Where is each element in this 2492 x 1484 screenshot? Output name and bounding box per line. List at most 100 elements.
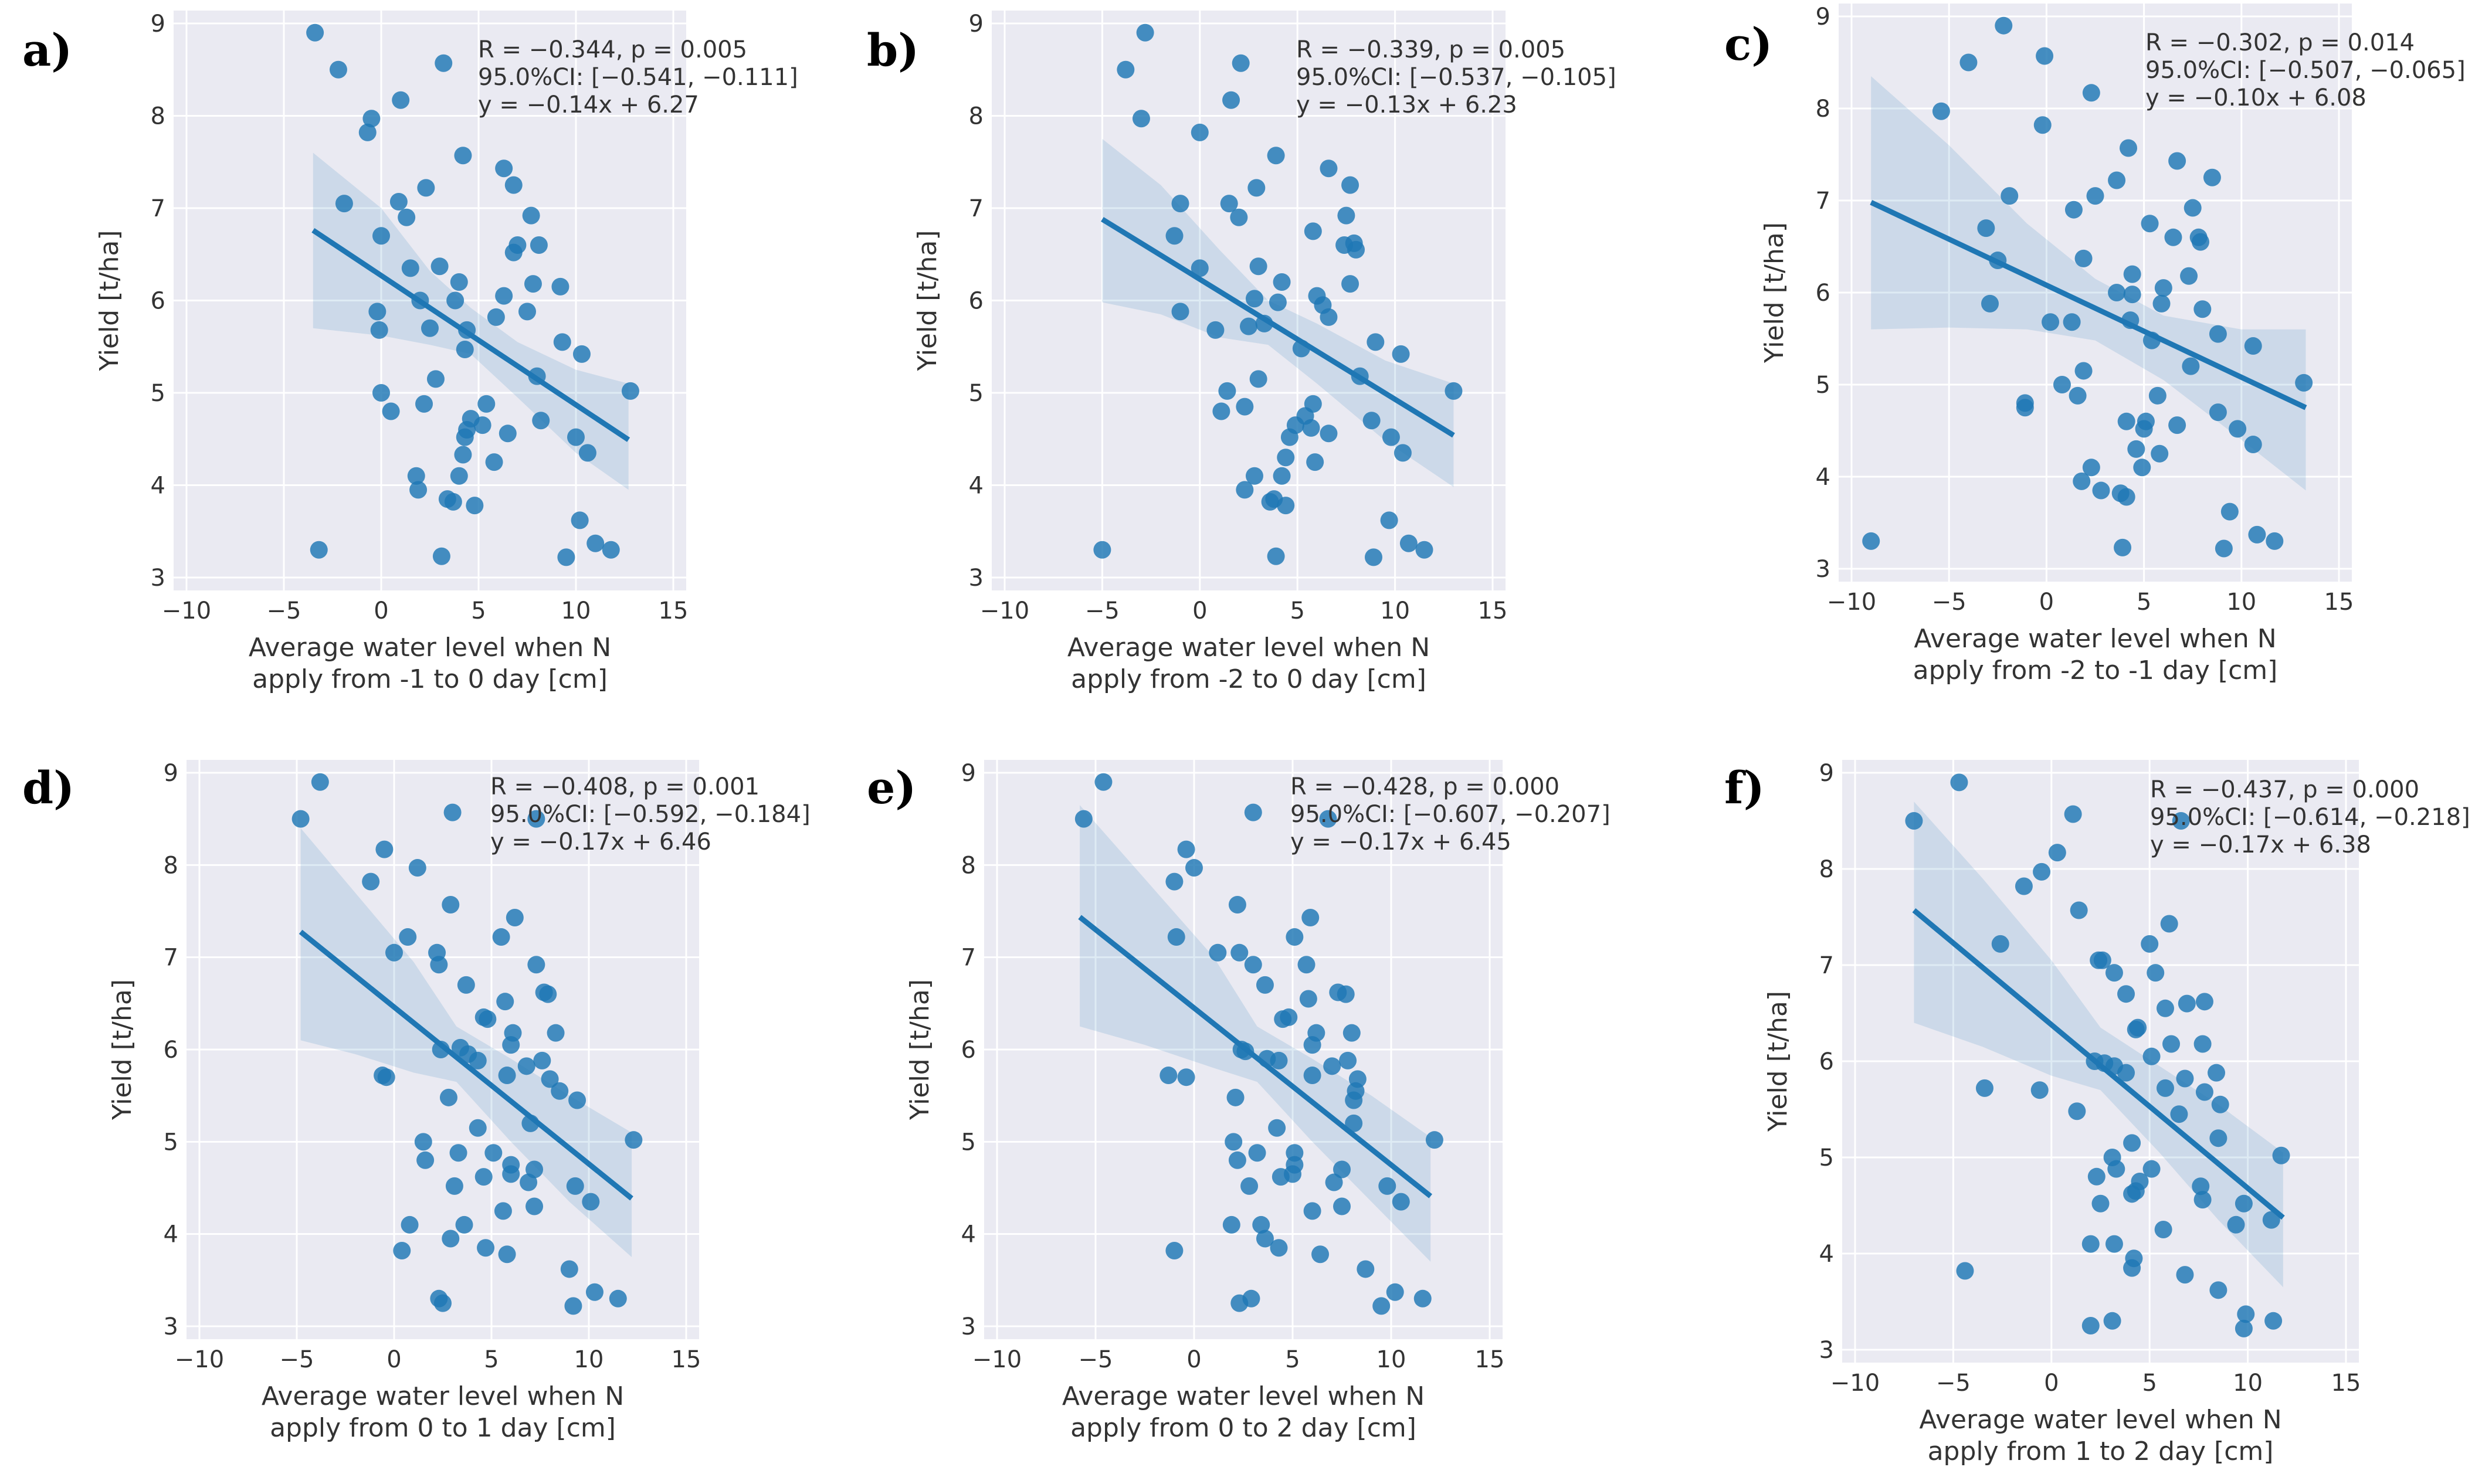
data-point — [2108, 171, 2126, 189]
data-point — [2184, 199, 2202, 217]
data-point — [1297, 956, 1315, 974]
data-point — [409, 481, 428, 499]
data-point — [2193, 300, 2212, 318]
data-point — [2105, 1235, 2123, 1253]
data-point — [2082, 459, 2100, 477]
data-point — [1248, 1144, 1266, 1162]
data-point — [1249, 370, 1267, 388]
y-tick-label: 9 — [1819, 760, 1834, 787]
data-point — [2063, 313, 2081, 331]
y-tick-label: 5 — [969, 380, 984, 407]
data-point — [2151, 444, 2169, 463]
stats-annotation: 95.0%CI: [−0.507, −0.065] — [2145, 57, 2466, 84]
data-point — [449, 1144, 467, 1162]
data-point — [2073, 472, 2091, 490]
stats-annotation: 95.0%CI: [−0.592, −0.184] — [490, 801, 811, 828]
data-point — [2193, 1191, 2212, 1209]
regression-line — [1912, 908, 2285, 1220]
data-point — [1303, 1202, 1321, 1220]
data-point — [484, 1144, 503, 1162]
data-point — [382, 402, 400, 420]
data-point — [527, 956, 545, 974]
data-point — [2180, 267, 2198, 285]
x-tick-label: 5 — [1285, 1346, 1300, 1373]
y-tick-label: 4 — [969, 473, 984, 500]
data-point — [415, 395, 433, 413]
data-point — [1977, 219, 1995, 237]
data-point — [1286, 928, 1304, 946]
data-point — [609, 1289, 627, 1308]
data-point — [311, 773, 329, 791]
stats-annotation: y = −0.17x + 6.46 — [490, 828, 711, 855]
x-tick-label: 15 — [672, 1346, 701, 1373]
data-point — [474, 1168, 493, 1186]
data-point — [1981, 294, 1999, 313]
data-point — [2074, 249, 2093, 267]
data-point — [2227, 1215, 2245, 1234]
y-tick-label: 7 — [969, 195, 984, 222]
data-point — [2081, 1317, 2100, 1334]
data-point — [2117, 488, 2135, 506]
data-point — [426, 370, 445, 388]
data-point — [2162, 1035, 2181, 1053]
data-point — [1222, 91, 1240, 109]
stats-annotation: 95.0%CI: [−0.541, −0.111] — [478, 64, 798, 91]
data-point — [1247, 179, 1266, 197]
x-tick-label: 15 — [1475, 1346, 1505, 1373]
data-point — [1094, 773, 1113, 791]
data-point — [1220, 195, 1238, 213]
data-point — [2168, 416, 2186, 434]
x-axis-label: apply from -2 to -1 day [cm] — [1913, 656, 2278, 685]
data-point — [1991, 935, 2009, 953]
y-tick-label: 7 — [1816, 188, 1830, 215]
panel-e: −10 −5 0 5 10 15 3 4 5 6 7 8 9 Average water level wh… — [867, 760, 1611, 1443]
data-point — [407, 467, 425, 485]
data-point — [496, 993, 514, 1011]
data-point — [522, 206, 540, 225]
data-point — [564, 1297, 582, 1315]
data-point — [1230, 208, 1248, 226]
data-point — [533, 1051, 551, 1069]
data-point — [2211, 1095, 2229, 1113]
data-point — [1177, 840, 1195, 858]
data-point — [2105, 964, 2123, 982]
data-point — [492, 928, 510, 946]
x-axis-label: apply from 0 to 1 day [cm] — [270, 1413, 616, 1443]
data-point — [306, 23, 324, 42]
data-point — [506, 909, 524, 927]
data-point — [477, 395, 496, 413]
x-tick-label: −10 — [980, 597, 1029, 624]
data-point — [2081, 1235, 2100, 1253]
y-tick-label: 9 — [164, 760, 178, 787]
data-point — [2156, 999, 2174, 1017]
panel-f: −10 −5 0 5 10 15 3 4 5 6 7 8 9 Average water level wh… — [1724, 760, 2470, 1466]
data-point — [625, 1131, 643, 1149]
data-point — [399, 928, 417, 946]
y-tick-label: 4 — [961, 1221, 976, 1248]
data-point — [541, 1070, 559, 1088]
data-point — [2244, 337, 2262, 355]
data-point — [1277, 497, 1295, 515]
stats-annotation: R = −0.408, p = 0.001 — [490, 773, 760, 800]
data-point — [524, 275, 542, 293]
y-tick-label: 4 — [151, 473, 165, 500]
data-point — [477, 1239, 495, 1257]
y-tick-label: 4 — [164, 1221, 178, 1248]
x-tick-label: −5 — [1079, 1346, 1113, 1373]
data-point — [2195, 1083, 2213, 1101]
y-tick-label: 5 — [1819, 1145, 1834, 1171]
y-tick-label: 9 — [151, 11, 165, 38]
data-point — [1232, 54, 1250, 72]
data-point — [1230, 943, 1249, 962]
data-point — [2176, 1069, 2194, 1088]
data-point — [2215, 539, 2233, 558]
x-tick-label: 10 — [561, 597, 591, 624]
data-point — [2064, 805, 2082, 823]
data-point — [1299, 990, 1317, 1008]
data-point — [1245, 467, 1263, 485]
y-tick-label: 3 — [164, 1313, 178, 1340]
data-point — [1413, 1289, 1432, 1308]
data-point — [1240, 1177, 1259, 1195]
regression-line — [311, 228, 630, 442]
data-point — [2033, 862, 2051, 881]
